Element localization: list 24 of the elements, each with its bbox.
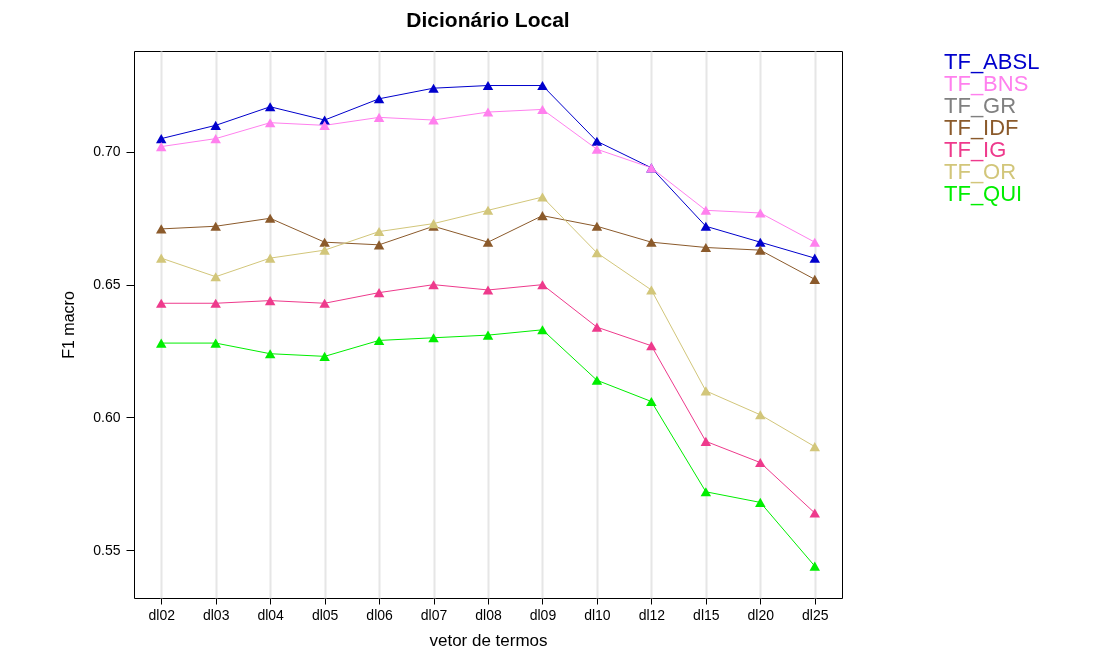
y-tick-label: 0.60 [93,408,121,425]
y-tick-label: 0.70 [93,143,121,160]
y-tick-label: 0.65 [93,276,121,293]
text: TF_IDF [944,115,1019,140]
x-tick-label: dl15 [693,606,720,623]
x-axis-title: vetor de termos [429,630,548,650]
y-axis-title: F1 macro [60,291,78,359]
x-tick-label: dl10 [584,606,611,623]
x-tick-label: dl03 [202,606,230,623]
x-tick-label: dl02 [148,606,176,623]
x-tick-label: dl07 [420,606,448,623]
x-tick-label: dl06 [366,606,394,623]
x-tick-label: dl04 [257,606,285,623]
x-tick-label: dl25 [802,606,829,623]
x-tick-label: dl09 [529,606,557,623]
x-tick-label: dl20 [747,606,775,623]
legend-label: TF_GR [944,93,1017,118]
x-tick-label: dl12 [638,606,666,623]
text: TF_QUI [944,181,1023,206]
chart-title: Dicionário Local [406,8,570,31]
x-tick-label: dl05 [311,606,339,623]
x-tick-label: dl08 [475,606,502,623]
text: TF_ABSL [944,49,1040,74]
y-tick-label: 0.55 [93,541,121,558]
